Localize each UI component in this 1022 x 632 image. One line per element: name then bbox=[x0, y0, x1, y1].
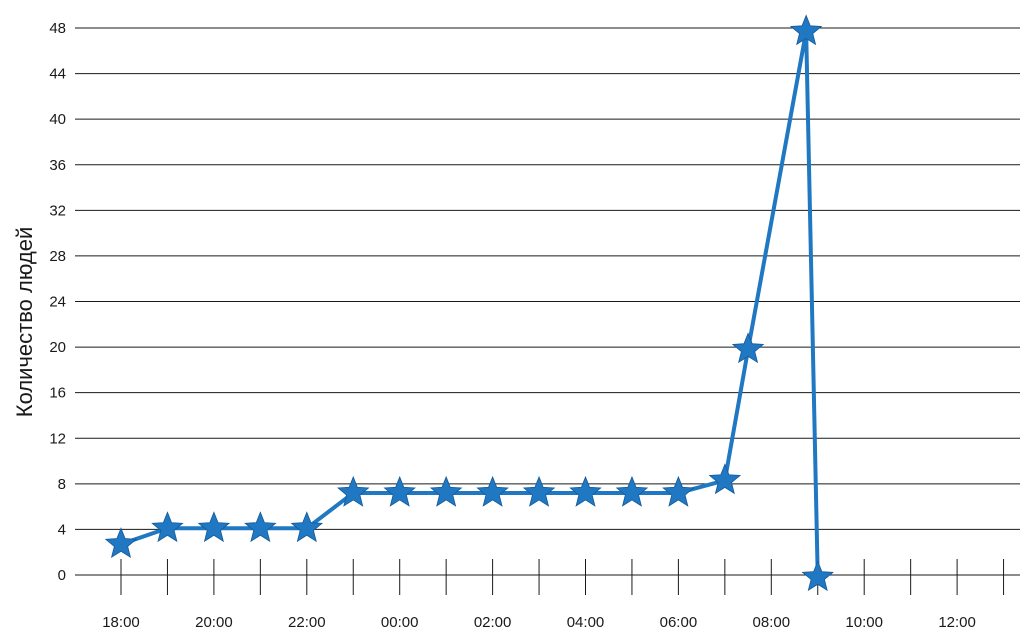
data-point-star bbox=[801, 560, 834, 592]
x-tick-label: 02:00 bbox=[474, 614, 512, 631]
series bbox=[104, 14, 834, 592]
data-point-star bbox=[429, 475, 463, 507]
x-axis-ticks: 18:00 20:00 22:00 00:00 02:00 04:00 06:00 08:00… bbox=[102, 614, 976, 631]
data-point-star bbox=[569, 475, 602, 507]
x-tick-label: 00:00 bbox=[381, 614, 419, 631]
grid-lines bbox=[75, 27, 1020, 576]
x-tick-label: 06:00 bbox=[660, 614, 698, 631]
series-line bbox=[120, 29, 820, 578]
y-tick-label: 32 bbox=[49, 202, 66, 219]
data-point-star bbox=[522, 475, 556, 507]
data-point-star bbox=[789, 14, 823, 46]
y-tick-label: 28 bbox=[49, 248, 66, 265]
data-point-star bbox=[383, 475, 416, 507]
data-point-star bbox=[615, 475, 649, 507]
y-tick-label: 36 bbox=[49, 157, 66, 174]
data-point-star bbox=[662, 475, 695, 507]
y-tick-label: 8 bbox=[58, 476, 66, 493]
x-tick-label: 22:00 bbox=[288, 614, 326, 631]
y-tick-label: 12 bbox=[49, 430, 66, 447]
y-tick-label: 4 bbox=[58, 521, 66, 538]
data-point-star bbox=[290, 511, 324, 543]
y-tick-label: 0 bbox=[58, 567, 66, 584]
data-point-star bbox=[151, 511, 184, 543]
data-point-star bbox=[197, 511, 231, 543]
data-point-star bbox=[104, 527, 138, 559]
x-tick-label: 08:00 bbox=[753, 614, 791, 631]
x-tick-label: 18:00 bbox=[102, 614, 140, 631]
y-tick-label: 44 bbox=[49, 66, 66, 83]
y-axis-label: Количество людей bbox=[12, 227, 37, 417]
data-point-star bbox=[476, 475, 509, 507]
y-tick-label: 20 bbox=[49, 339, 66, 356]
data-point-star bbox=[244, 511, 277, 543]
y-tick-label: 40 bbox=[49, 111, 66, 128]
x-tick-label: 20:00 bbox=[195, 614, 233, 631]
y-tick-label: 48 bbox=[49, 20, 66, 37]
data-point-star bbox=[337, 475, 370, 507]
x-axis bbox=[120, 559, 1005, 595]
x-tick-label: 04:00 bbox=[567, 614, 605, 631]
data-point-star bbox=[731, 332, 765, 364]
data-point-star bbox=[708, 463, 742, 495]
y-tick-label: 16 bbox=[49, 385, 66, 402]
y-tick-label: 24 bbox=[49, 294, 66, 311]
x-tick-label: 10:00 bbox=[845, 614, 883, 631]
x-tick-label: 12:00 bbox=[938, 614, 976, 631]
